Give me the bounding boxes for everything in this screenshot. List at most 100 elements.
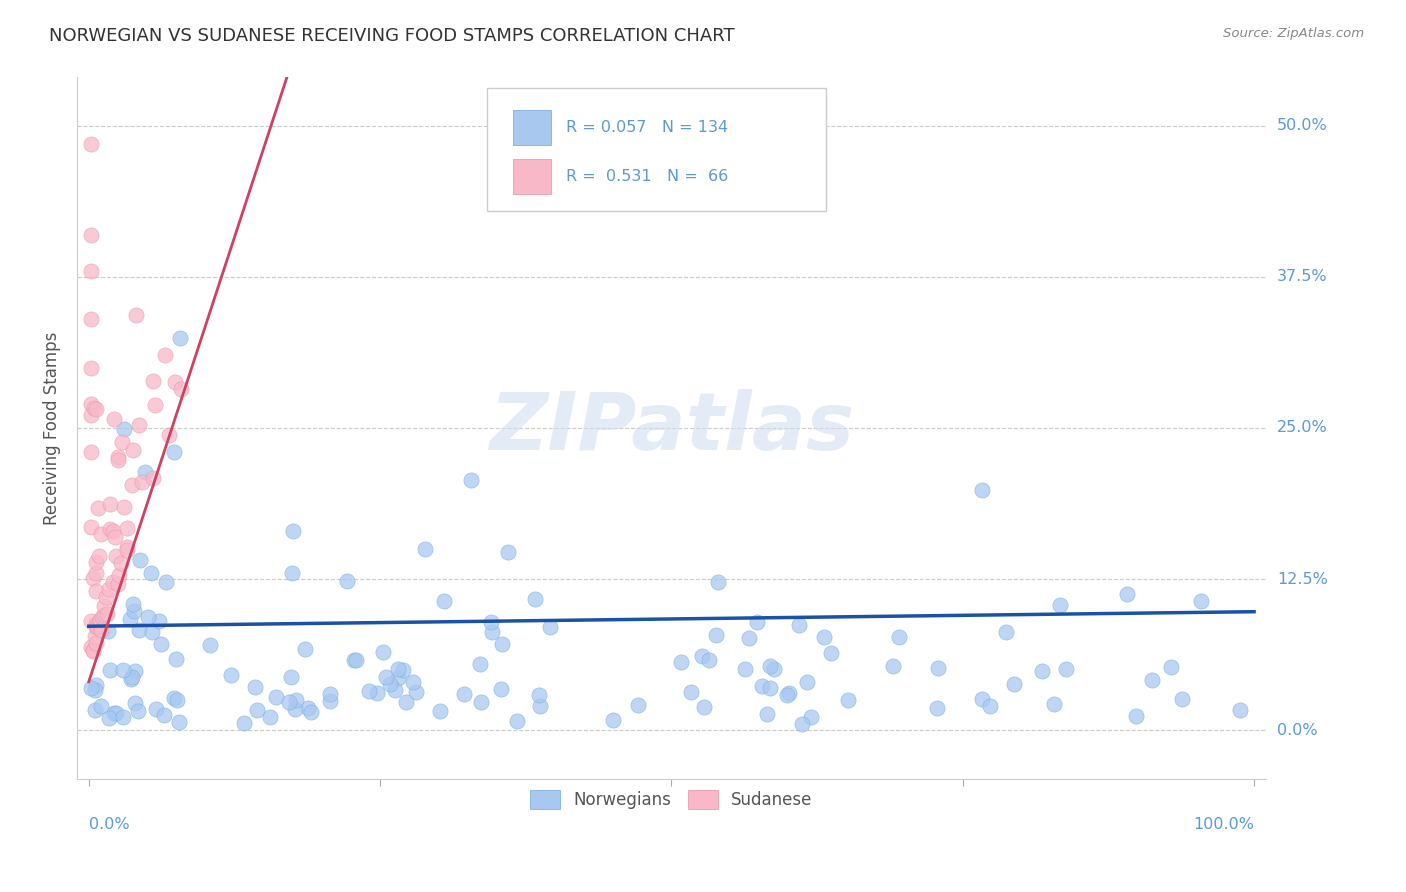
Point <box>101 524 124 538</box>
Point <box>970 691 993 706</box>
Point <box>128 553 150 567</box>
Point <box>89 619 111 633</box>
Point <box>103 706 125 721</box>
Point <box>82 644 104 658</box>
Point <box>759 681 782 696</box>
Point <box>820 646 842 660</box>
Text: NORWEGIAN VS SUDANESE RECEIVING FOOD STAMPS CORRELATION CHART: NORWEGIAN VS SUDANESE RECEIVING FOOD STA… <box>49 27 735 45</box>
Point <box>266 690 288 704</box>
Point <box>387 662 409 676</box>
Point <box>166 693 188 707</box>
Point <box>387 672 409 686</box>
Point <box>98 497 121 511</box>
Point <box>83 401 105 415</box>
Point <box>384 682 406 697</box>
Point <box>460 473 482 487</box>
Point <box>281 524 304 538</box>
Point <box>108 568 131 582</box>
Point <box>98 582 121 597</box>
Point <box>281 566 304 581</box>
Point <box>112 422 135 436</box>
Point <box>115 521 138 535</box>
Point <box>538 620 561 634</box>
Point <box>366 686 388 700</box>
Point <box>98 522 121 536</box>
Text: 25.0%: 25.0% <box>1277 420 1327 435</box>
Point <box>505 714 527 728</box>
Point <box>155 574 177 589</box>
Point <box>344 652 367 666</box>
Point <box>124 664 146 678</box>
Point <box>887 631 910 645</box>
Point <box>882 658 904 673</box>
Point <box>145 702 167 716</box>
Point <box>152 708 174 723</box>
Point <box>278 695 301 709</box>
Point <box>117 543 139 558</box>
Point <box>84 677 107 691</box>
Text: 37.5%: 37.5% <box>1277 269 1327 285</box>
Point <box>734 662 756 676</box>
Point <box>1049 598 1071 612</box>
Point <box>170 382 193 396</box>
Point <box>453 686 475 700</box>
Point <box>103 412 125 426</box>
Point <box>970 483 993 498</box>
FancyBboxPatch shape <box>513 110 551 145</box>
Point <box>80 264 103 278</box>
Point <box>470 657 492 671</box>
Point <box>433 594 456 608</box>
Point <box>669 655 692 669</box>
Y-axis label: Receiving Food Stamps: Receiving Food Stamps <box>44 331 60 524</box>
Point <box>759 659 782 673</box>
FancyBboxPatch shape <box>513 159 551 194</box>
Point <box>299 706 322 720</box>
Point <box>198 638 221 652</box>
Point <box>796 675 818 690</box>
Point <box>84 620 107 634</box>
Point <box>280 670 302 684</box>
Point <box>284 701 307 715</box>
Point <box>84 584 107 599</box>
Point <box>89 613 111 627</box>
Point <box>112 663 135 677</box>
Point <box>259 710 281 724</box>
Point <box>285 692 308 706</box>
Point <box>479 615 502 629</box>
Point <box>380 677 402 691</box>
Point <box>87 500 110 515</box>
Legend: Norwegians, Sudanese: Norwegians, Sudanese <box>523 783 820 816</box>
Point <box>93 599 115 613</box>
Point <box>121 671 143 685</box>
Text: 100.0%: 100.0% <box>1194 817 1254 832</box>
Point <box>112 500 135 515</box>
Point <box>125 308 148 322</box>
Point <box>1043 697 1066 711</box>
Point <box>679 685 702 699</box>
Point <box>127 705 149 719</box>
Point <box>120 672 142 686</box>
Point <box>755 706 778 721</box>
Point <box>107 577 129 591</box>
Point <box>481 625 503 640</box>
Point <box>693 699 716 714</box>
Point <box>319 687 342 701</box>
Point <box>148 614 170 628</box>
Point <box>84 629 107 643</box>
Point <box>80 681 103 695</box>
Point <box>84 703 107 717</box>
Text: R =  0.531   N =  66: R = 0.531 N = 66 <box>565 169 728 184</box>
Point <box>93 608 115 623</box>
Text: 12.5%: 12.5% <box>1277 572 1327 587</box>
Point <box>790 716 813 731</box>
Point <box>1125 709 1147 723</box>
Point <box>91 609 114 624</box>
Point <box>1160 659 1182 673</box>
Point <box>415 542 437 557</box>
Point <box>134 465 156 479</box>
Point <box>124 604 146 618</box>
Point <box>82 571 104 585</box>
Point <box>105 549 128 564</box>
Point <box>745 615 768 629</box>
Point <box>87 615 110 630</box>
